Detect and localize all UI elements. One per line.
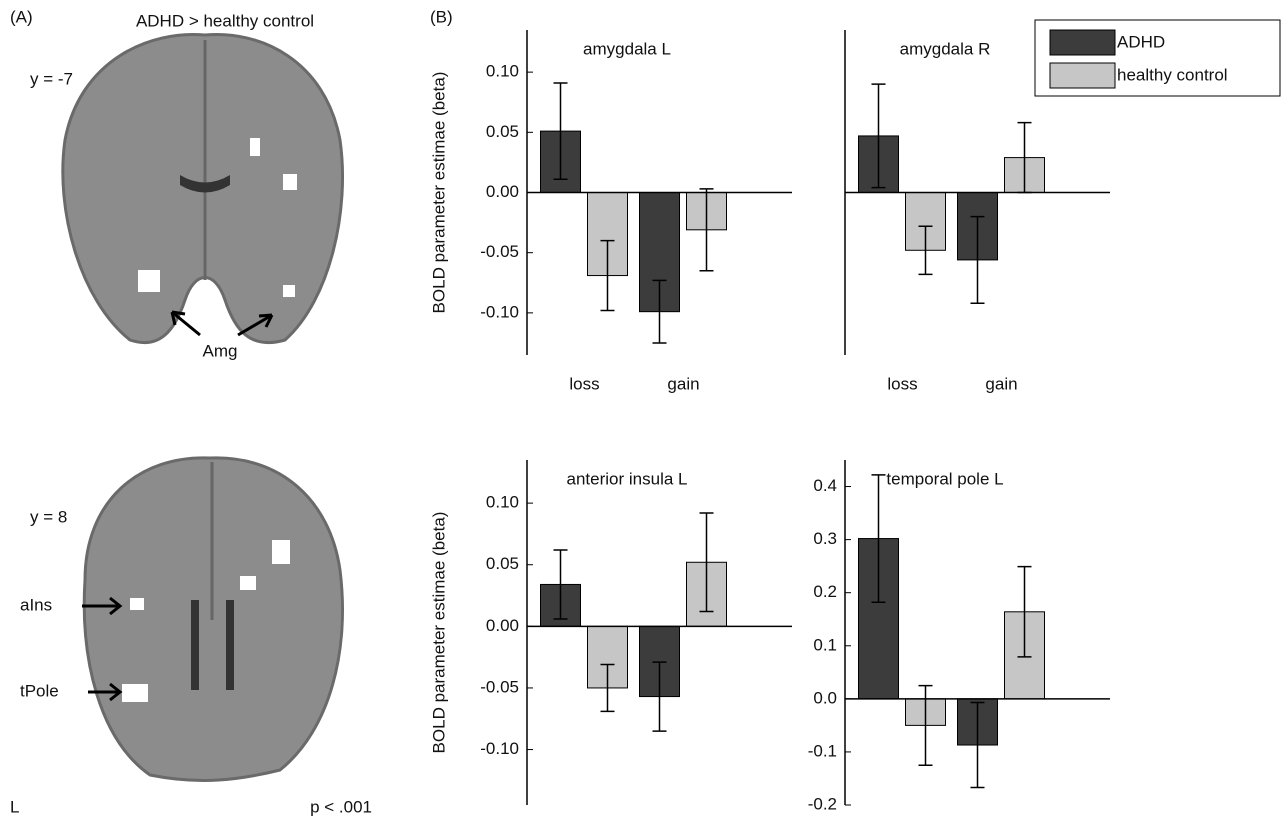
slice-label: y = 8 [30,507,67,526]
region-label: aIns [20,595,52,614]
y-tick-label: 0.4 [813,476,837,495]
y-tick-label: -0.10 [480,739,519,758]
brain-top [63,34,343,342]
chart-title: amygdala R [900,39,991,58]
y-tick-label: 0.10 [486,62,519,81]
threshold-label: p < .001 [310,797,372,816]
y-axis-label: BOLD parameter estimae (beta) [429,72,448,314]
legend-label: ADHD [1117,32,1165,51]
chart-title: anterior insula L [567,469,688,488]
y-tick-label: 0.00 [486,616,519,635]
y-axis-label: BOLD parameter estimae (beta) [429,512,448,754]
y-tick-label: 0.05 [486,554,519,573]
y-tick-label: 0.00 [486,182,519,201]
y-tick-label: 0.3 [813,529,837,548]
y-tick-label: 0.0 [813,688,837,707]
hemisphere-label: L [10,797,19,816]
legend-label: healthy control [1117,65,1228,84]
y-tick-label: -0.05 [480,242,519,261]
legend-swatch [1050,63,1115,88]
panel-label: (A) [10,7,33,26]
slice-label: y = -7 [30,69,73,88]
y-tick-label: -0.05 [480,677,519,696]
x-tick-label: gain [667,374,699,393]
y-tick-label: 0.05 [486,122,519,141]
panel-label: (B) [430,7,453,26]
region-label: tPole [20,681,59,700]
y-tick-label: 0.1 [813,635,837,654]
chart-title: temporal pole L [886,469,1003,488]
x-tick-label: gain [985,374,1017,393]
y-tick-label: 0.2 [813,582,837,601]
y-tick-label: 0.10 [486,493,519,512]
figure: (A) ADHD > healthy control y = -7 Amg y … [0,0,1283,827]
region-label: Amg [203,341,238,360]
x-tick-label: loss [887,374,917,393]
y-tick-label: -0.2 [808,794,837,813]
brain-bottom [84,458,342,781]
legend-swatch [1050,30,1115,55]
x-tick-label: loss [569,374,599,393]
y-tick-label: -0.1 [808,741,837,760]
chart-title: amygdala L [583,39,671,58]
y-tick-label: -0.10 [480,302,519,321]
panel-title: ADHD > healthy control [136,11,314,30]
